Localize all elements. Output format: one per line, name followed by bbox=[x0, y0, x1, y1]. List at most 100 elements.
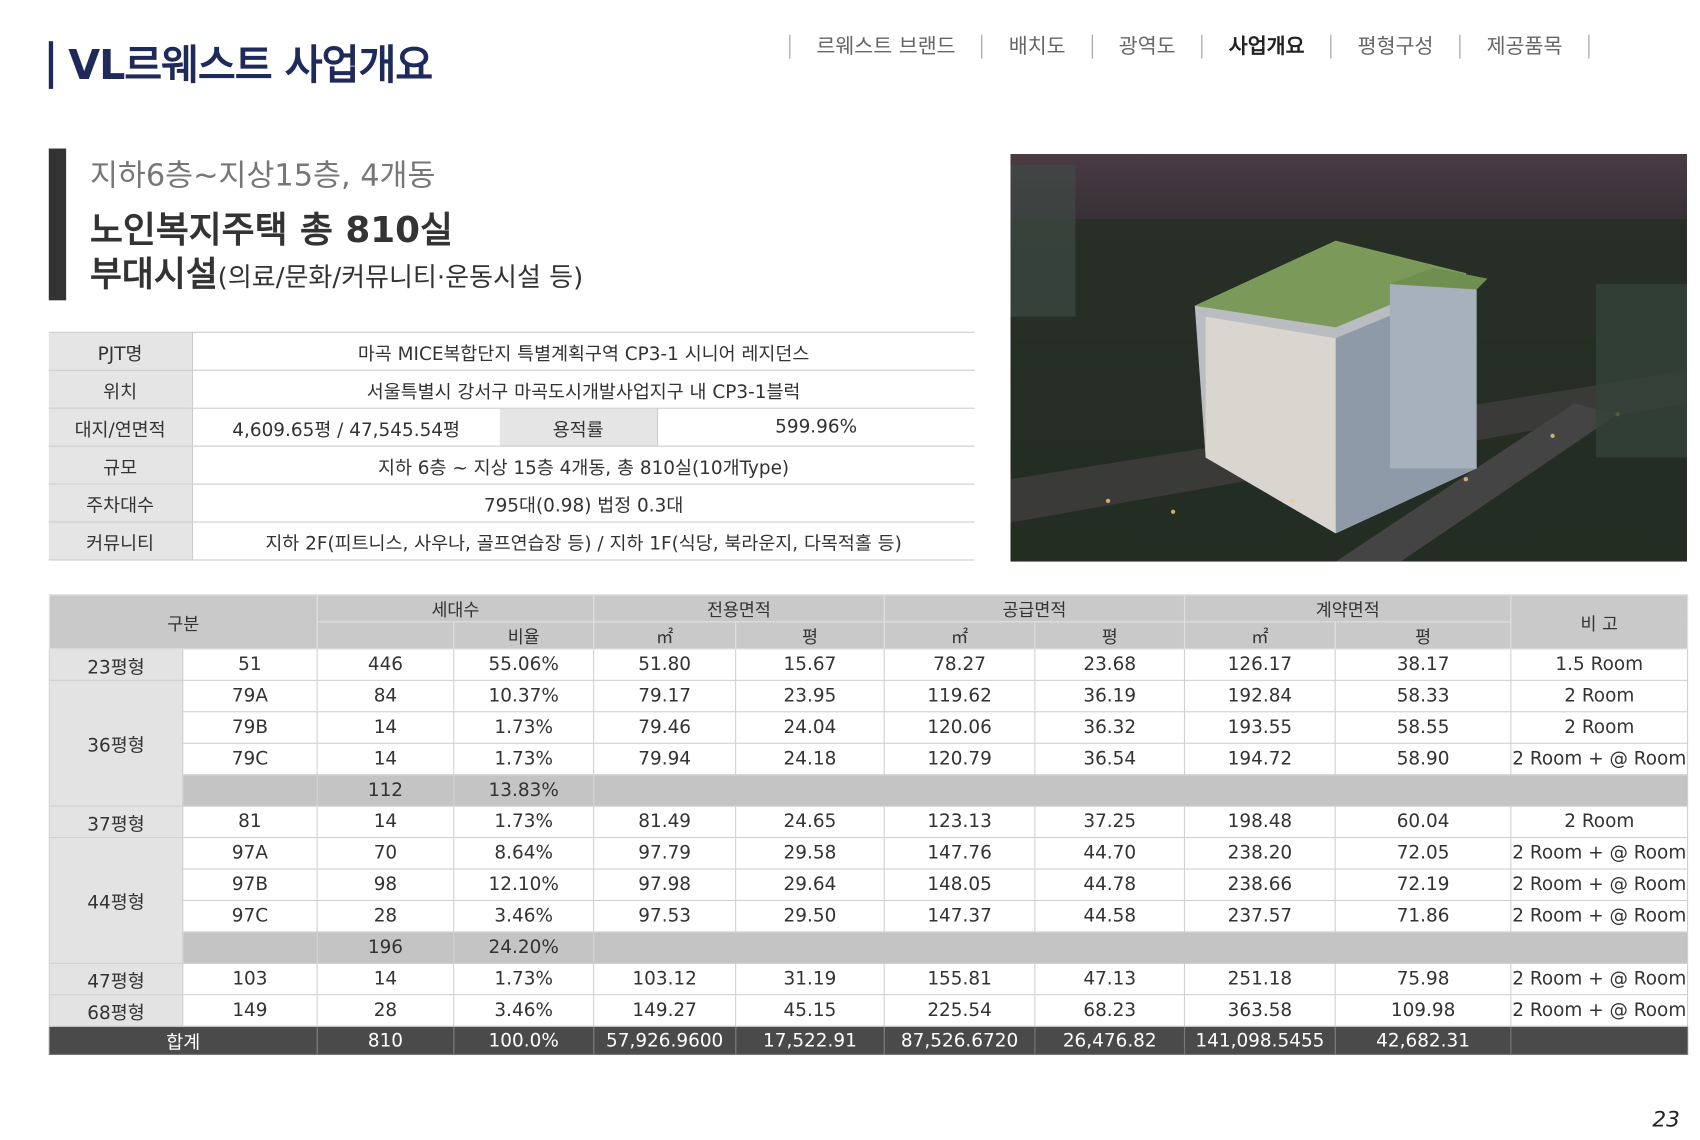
data-cell: 14 bbox=[316, 742, 455, 776]
info-row: 규모 지하 6층 ~ 지상 15층 4개동, 총 810실(10개Type) bbox=[48, 445, 975, 485]
data-cell: 126.17 bbox=[1184, 648, 1336, 681]
total-cell: 26,476.82 bbox=[1034, 1025, 1186, 1055]
data-cell: 72.19 bbox=[1334, 868, 1512, 901]
data-cell: 23.95 bbox=[735, 679, 885, 713]
subtotal-cell bbox=[593, 774, 1689, 807]
data-cell: 51 bbox=[182, 648, 318, 681]
group-cell: 37평형 bbox=[48, 805, 184, 839]
summary-main: 부대시설 bbox=[89, 253, 218, 295]
info-label: PJT명 bbox=[48, 331, 193, 371]
data-cell: 45.15 bbox=[735, 994, 885, 1027]
group-cell: 68평형 bbox=[48, 994, 184, 1027]
info-value: 지하 2F(피트니스, 사우나, 골프연습장 등) / 지하 1F(식당, 북라… bbox=[191, 521, 975, 561]
data-cell: 1.73% bbox=[453, 711, 595, 744]
info-value: 795대(0.98) 법정 0.3대 bbox=[191, 483, 975, 523]
header-cell: 평 bbox=[1334, 621, 1512, 650]
data-row: 97B 98 12.10% 97.98 29.64 148.05 44.78 238.66 72… bbox=[49, 868, 1689, 901]
total-cell: 141,098.5455 bbox=[1184, 1025, 1336, 1055]
total-cell bbox=[1510, 1025, 1689, 1055]
nav-item[interactable]: 제공품목 bbox=[1459, 34, 1590, 59]
data-cell: 97.79 bbox=[593, 837, 737, 870]
data-cell: 251.18 bbox=[1184, 962, 1336, 996]
data-cell: 446 bbox=[316, 648, 455, 681]
total-cell: 17,522.91 bbox=[735, 1025, 885, 1055]
data-cell: 58.90 bbox=[1334, 742, 1512, 776]
data-cell: 238.20 bbox=[1184, 837, 1336, 870]
nav-item[interactable]: 르웨스트 브랜드 bbox=[789, 34, 981, 59]
info-label: 대지/연면적 bbox=[48, 407, 193, 447]
data-cell: 24.65 bbox=[735, 805, 885, 839]
data-row: 36평형 79A 84 10.37% 79.17 23.95 119.62 36.19 192.… bbox=[48, 679, 1689, 807]
data-cell: 1.5 Room bbox=[1510, 648, 1689, 681]
header-cell bbox=[316, 621, 455, 650]
data-cell: 147.76 bbox=[883, 837, 1036, 870]
nav-item[interactable]: 평형구성 bbox=[1330, 34, 1460, 59]
subtotal-row: 112 13.83% bbox=[49, 774, 1689, 807]
data-cell: 97B bbox=[182, 868, 318, 901]
data-cell: 79B bbox=[182, 711, 318, 744]
data-cell: 123.13 bbox=[883, 805, 1036, 839]
unit-table: 구분 세대수 전용면적 공급면적 계약면적 비 고 비율 ㎡ 평 ㎡ 평 ㎡ 평 23평형 51 446 55.… bbox=[48, 594, 1689, 1055]
data-cell: 44.70 bbox=[1034, 837, 1186, 870]
subtotal-cell: 24.20% bbox=[453, 931, 595, 964]
data-cell: 1.73% bbox=[453, 805, 595, 839]
subtotal-cell bbox=[182, 774, 318, 807]
info-label: 규모 bbox=[48, 445, 193, 485]
data-cell: 44.58 bbox=[1034, 899, 1186, 933]
header-cell: ㎡ bbox=[1184, 621, 1336, 650]
subtotal-cell: 112 bbox=[316, 774, 455, 807]
data-cell: 55.06% bbox=[453, 648, 595, 681]
nav-item[interactable]: 사업개요 bbox=[1201, 34, 1331, 59]
data-cell: 97.53 bbox=[593, 899, 737, 933]
data-cell: 37.25 bbox=[1034, 805, 1186, 839]
info-row: 위치 서울특별시 강서구 마곡도시개발사업지구 내 CP3-1블럭 bbox=[48, 369, 975, 409]
data-cell: 28 bbox=[316, 994, 455, 1027]
nav-bar: 르웨스트 브랜드 배치도 광역도 사업개요 평형구성 제공품목 bbox=[789, 34, 1590, 59]
subtotal-cell: 196 bbox=[316, 931, 455, 964]
data-cell: 70 bbox=[316, 837, 455, 870]
data-cell: 71.86 bbox=[1334, 899, 1512, 933]
info-label: 위치 bbox=[48, 369, 193, 409]
data-cell: 1.73% bbox=[453, 742, 595, 776]
data-cell: 51.80 bbox=[593, 648, 737, 681]
data-cell: 120.79 bbox=[883, 742, 1036, 776]
group-cell: 23평형 bbox=[48, 648, 184, 681]
data-cell: 193.55 bbox=[1184, 711, 1336, 744]
header-cell: 평 bbox=[1034, 621, 1186, 650]
nav-item[interactable]: 광역도 bbox=[1091, 34, 1202, 59]
data-row: 97C 28 3.46% 97.53 29.50 147.37 44.58 237.57 71.… bbox=[49, 899, 1689, 933]
page-title: VL르웨스트 사업개요 bbox=[48, 41, 433, 89]
data-cell: 149 bbox=[182, 994, 318, 1027]
info-value: 4,609.65평 / 47,545.54평 bbox=[191, 407, 500, 447]
data-cell: 79.17 bbox=[593, 679, 737, 713]
group-cell: 47평형 bbox=[48, 962, 184, 996]
data-cell: 3.46% bbox=[453, 994, 595, 1027]
summary-bar bbox=[48, 148, 67, 301]
data-cell: 155.81 bbox=[883, 962, 1036, 996]
data-cell: 23.68 bbox=[1034, 648, 1186, 681]
data-cell: 84 bbox=[316, 679, 455, 713]
data-row: 44평형 97A 70 8.64% 97.79 29.58 147.76 44.70 238.2… bbox=[48, 837, 1689, 964]
data-cell: 3.46% bbox=[453, 899, 595, 933]
data-cell: 238.66 bbox=[1184, 868, 1336, 901]
data-cell: 60.04 bbox=[1334, 805, 1512, 839]
data-cell: 24.04 bbox=[735, 711, 885, 744]
group-cell: 44평형 bbox=[48, 837, 184, 964]
info-row: 주차대수 795대(0.98) 법정 0.3대 bbox=[48, 483, 975, 523]
data-cell: 79C bbox=[182, 742, 318, 776]
data-cell: 36.19 bbox=[1034, 679, 1186, 713]
data-row: 79C 14 1.73% 79.94 24.18 120.79 36.54 194.72 58.… bbox=[49, 742, 1689, 776]
info-row: 대지/연면적 4,609.65평 / 47,545.54평 용적률 599.96% bbox=[48, 407, 975, 447]
data-row: 68평형 149 28 3.46% 149.27 45.15 225.54 68.23 363.… bbox=[48, 994, 1689, 1027]
data-cell: 97C bbox=[182, 899, 318, 933]
header-cell: 공급면적 bbox=[883, 594, 1186, 623]
page-number: 23 bbox=[1652, 1105, 1680, 1132]
info-table: PJT명 마곡 MICE복합단지 특별계획구역 CP3-1 시니어 레지던스 위치 서… bbox=[48, 331, 975, 561]
nav-item[interactable]: 배치도 bbox=[981, 34, 1092, 59]
info-label: 용적률 bbox=[499, 407, 658, 447]
data-cell: 8.64% bbox=[453, 837, 595, 870]
info-label: 커뮤니티 bbox=[48, 521, 193, 561]
data-row: 37평형 81 14 1.73% 81.49 24.65 123.13 37.25 198.48… bbox=[48, 805, 1689, 839]
